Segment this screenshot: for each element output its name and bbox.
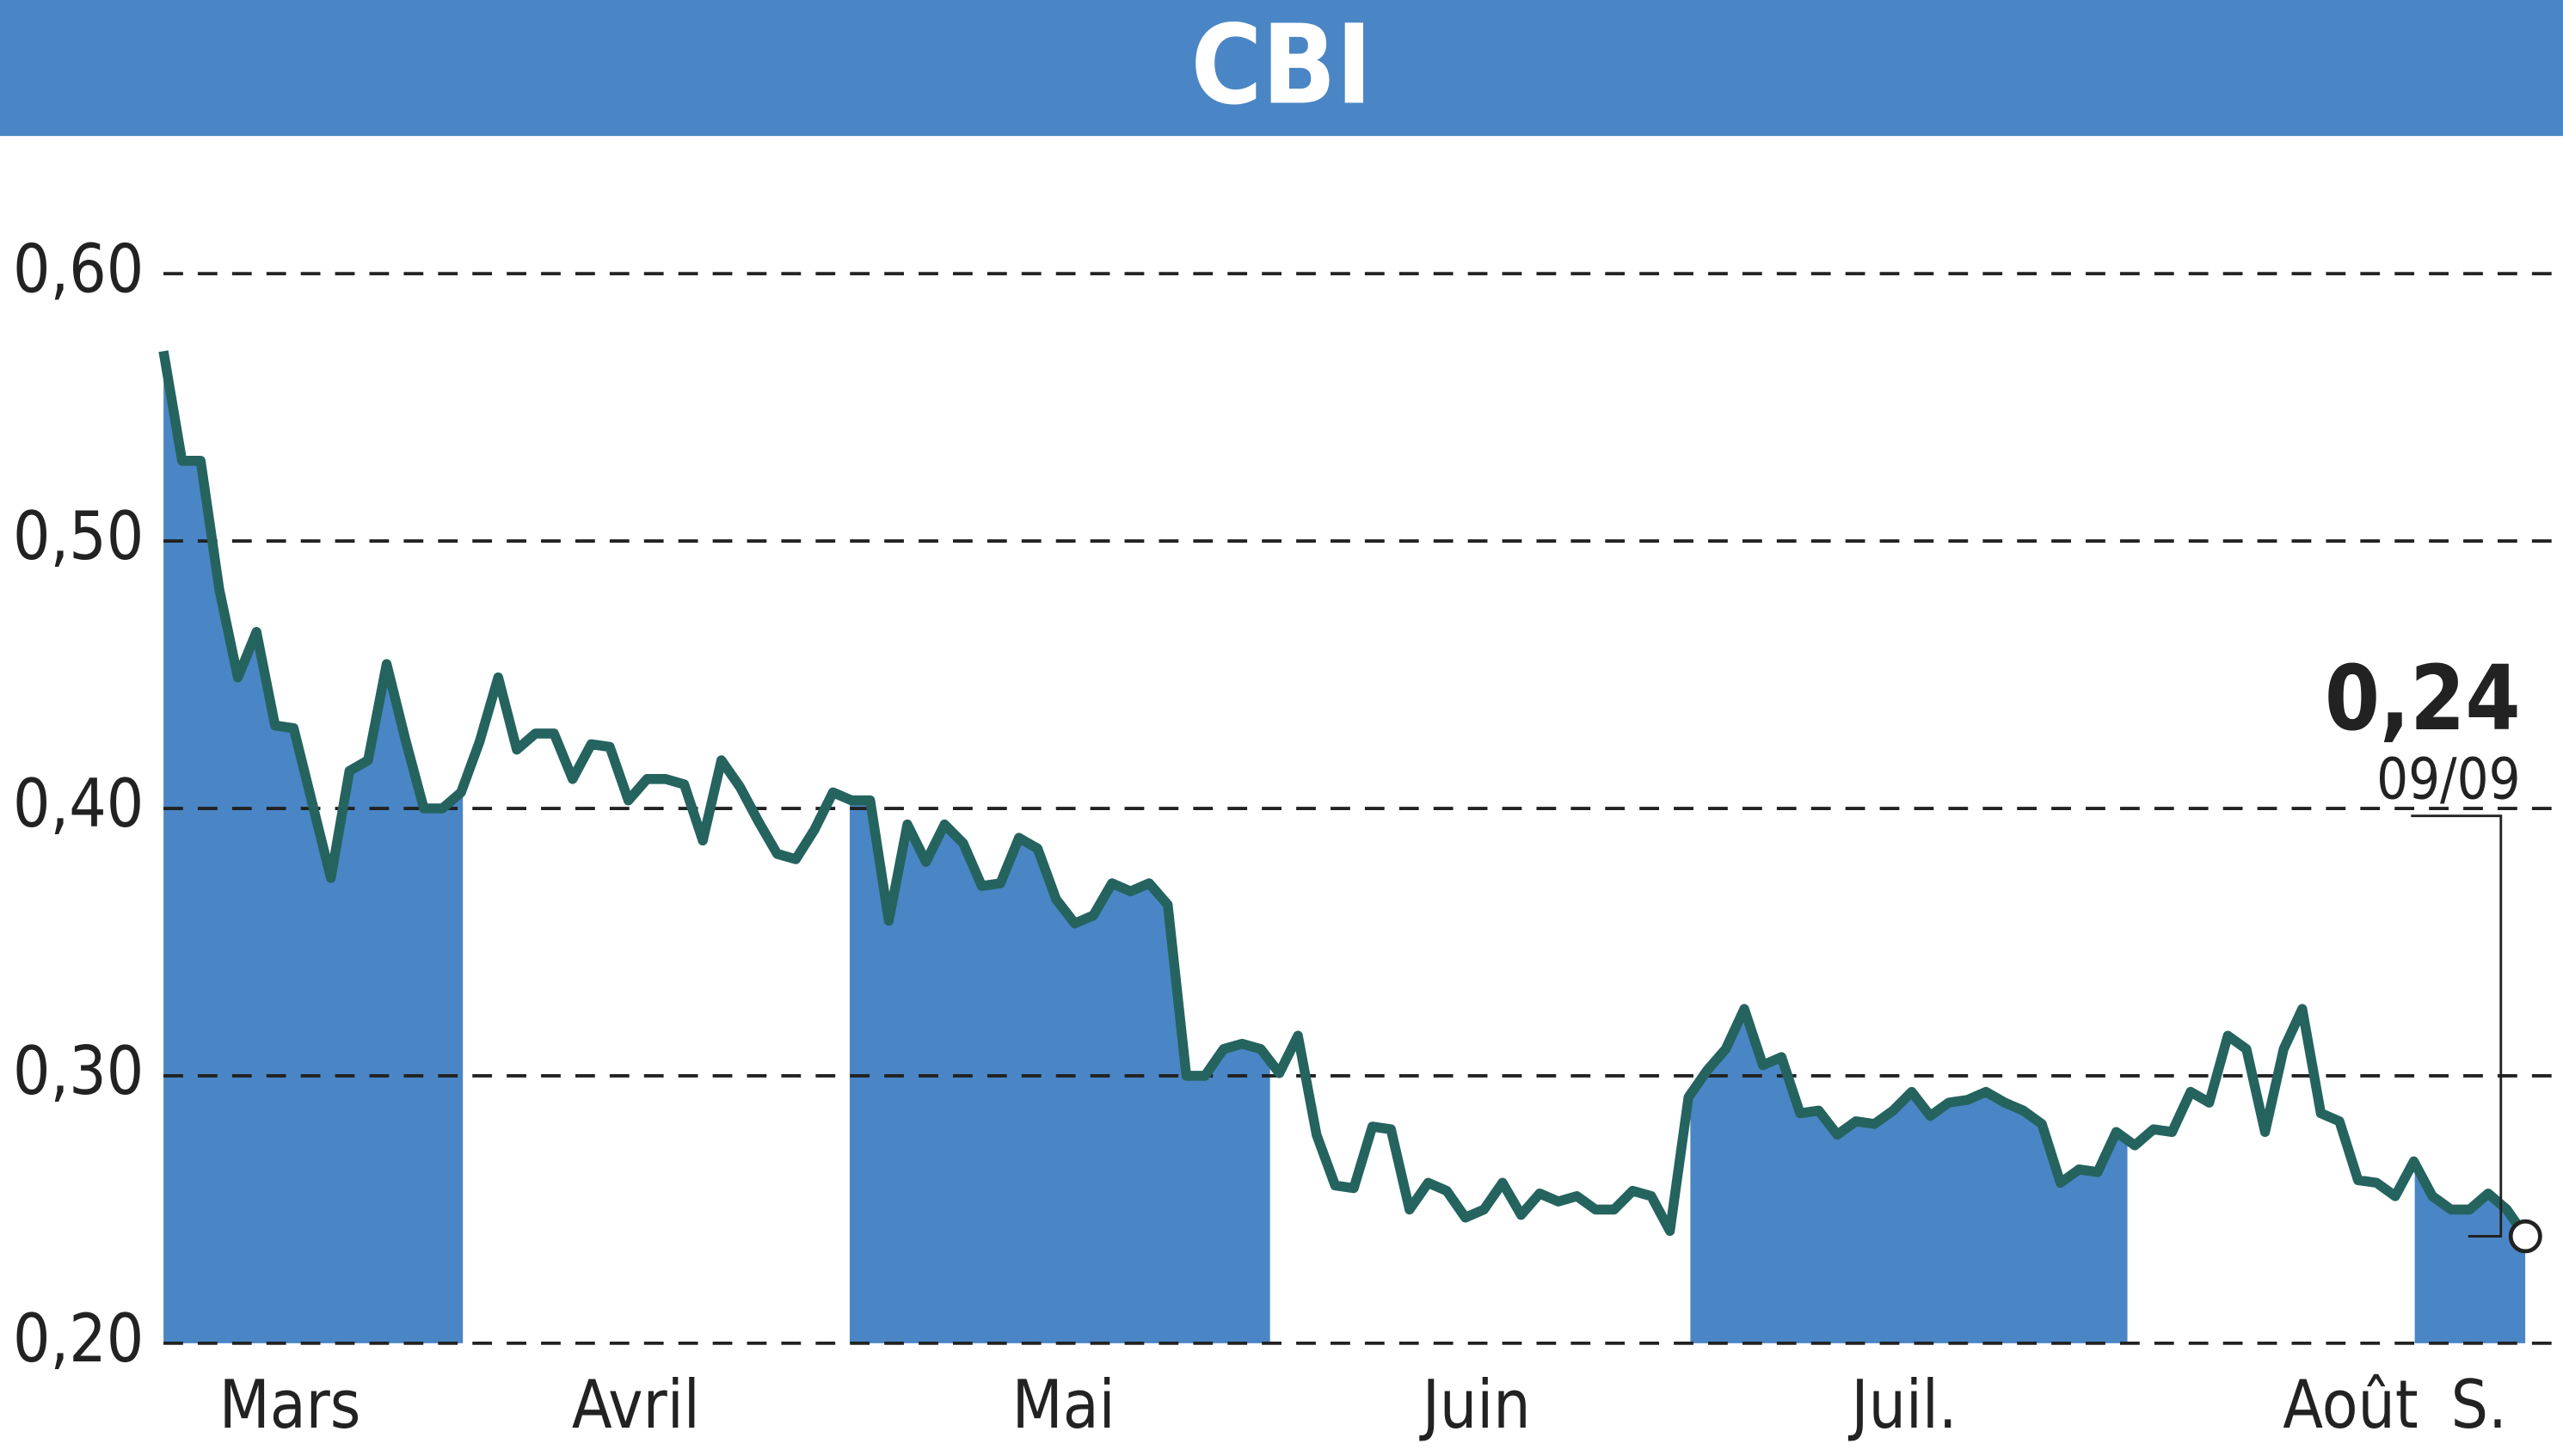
y-tick-label: 0,40 — [13, 766, 144, 844]
x-tick-label: Juil. — [1847, 1367, 1957, 1445]
x-tick-label: Mars — [219, 1367, 361, 1445]
price-line — [158, 350, 2529, 1239]
x-tick-label: Août — [2283, 1367, 2418, 1445]
x-tick-label: Avril — [572, 1367, 700, 1445]
area — [163, 351, 2526, 1343]
x-tick-label: Mai — [1012, 1367, 1116, 1445]
annotation-leader — [2411, 814, 2503, 1238]
title-bar — [0, 0, 2563, 137]
y-tick-label: 0,50 — [13, 499, 144, 576]
y-tick-label: 0,30 — [13, 1034, 144, 1111]
last-date-label: 09/09 — [2376, 747, 2520, 813]
x-tick-label: Juin — [1419, 1367, 1531, 1445]
y-tick-label: 0,60 — [13, 231, 144, 309]
x-tick-label: S. — [2451, 1367, 2507, 1445]
y-tick-label: 0,20 — [13, 1301, 144, 1379]
chart-title: CBI — [1191, 2, 1373, 129]
last-point — [2508, 1219, 2542, 1254]
last-value-label: 0,24 — [2325, 647, 2521, 751]
